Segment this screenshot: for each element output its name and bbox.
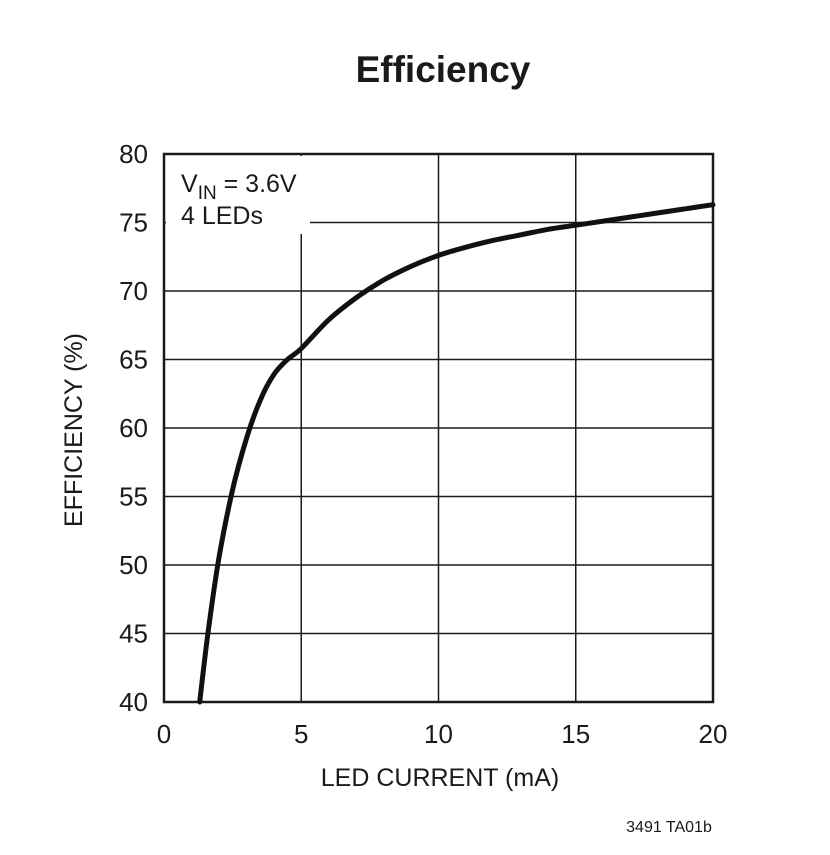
- efficiency-curve: [197, 202, 716, 705]
- y-tick-label: 60: [119, 413, 148, 443]
- annotation-background: [166, 156, 310, 234]
- x-tick-labels: 0 5 10 15 20: [157, 719, 728, 749]
- annotation-vin: VIN = 3.6V: [181, 170, 297, 204]
- annotation-v-subscript: IN: [198, 183, 217, 204]
- y-tick-label: 45: [119, 619, 148, 649]
- x-tick-label: 10: [424, 719, 453, 749]
- plot-frame: [162, 152, 715, 704]
- y-axis-label: EFFICIENCY (%): [60, 333, 88, 527]
- y-tick-label: 70: [119, 276, 148, 306]
- x-tick-label: 15: [561, 719, 590, 749]
- annotation-v: V: [181, 170, 198, 198]
- annotation-led-count: 4 LEDs: [181, 202, 263, 230]
- y-tick-label: 40: [119, 687, 148, 717]
- x-tick-label: 20: [699, 719, 728, 749]
- x-tick-label: 0: [157, 719, 171, 749]
- x-tick-label: 5: [294, 719, 308, 749]
- chart-title: Efficiency: [356, 49, 531, 90]
- x-axis-label: LED CURRENT (mA): [321, 764, 559, 792]
- figure-code: 3491 TA01b: [626, 819, 712, 836]
- y-tick-label: 65: [119, 345, 148, 375]
- y-tick-label: 80: [119, 139, 148, 169]
- grid-lines: [164, 154, 713, 702]
- annotation-v-value: = 3.6V: [217, 170, 297, 198]
- y-tick-label: 50: [119, 550, 148, 580]
- y-tick-labels: 40 45 50 55 60 65 70 75 80: [119, 139, 148, 717]
- y-tick-label: 55: [119, 482, 148, 512]
- y-tick-label: 75: [119, 208, 148, 238]
